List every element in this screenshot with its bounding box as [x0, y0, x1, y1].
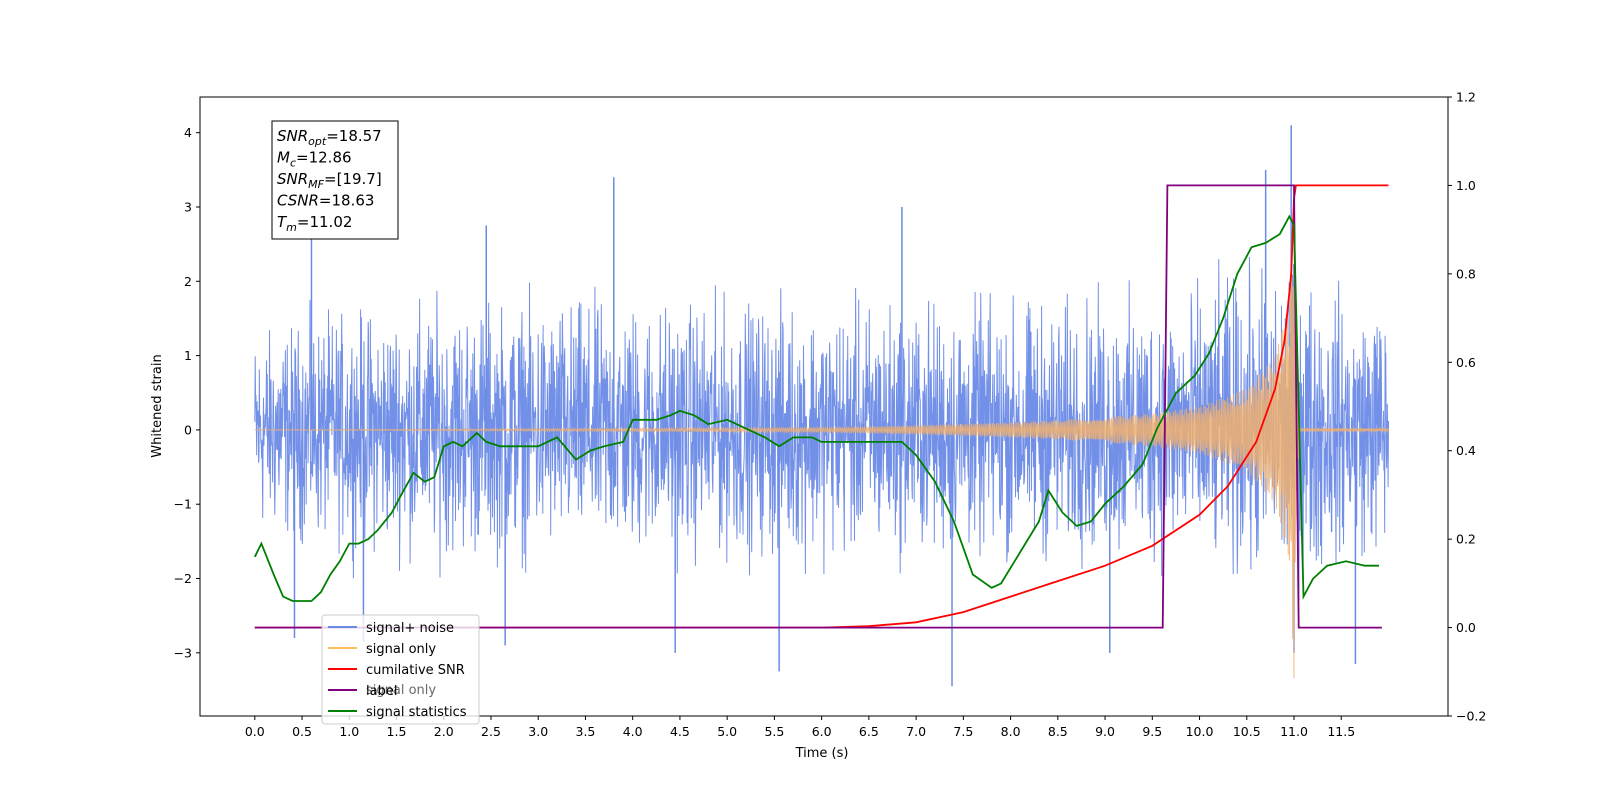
- y-axis-left: −3 −2 −1 0 1 2 3 4: [174, 125, 200, 660]
- x-tick-label: 3.5: [576, 724, 596, 739]
- x-tick-label: 11.0: [1280, 724, 1308, 739]
- y-tick-label: 3: [184, 199, 192, 214]
- x-tick-label: 4.5: [670, 724, 690, 739]
- y-tick-label: −3: [174, 645, 192, 660]
- annotation-frame: [271, 120, 399, 240]
- legend-entry: signal statistics: [366, 705, 467, 720]
- annotation-line: SNRMF=[19.7]: [277, 170, 382, 191]
- x-tick-label: 3.0: [528, 724, 548, 739]
- x-tick-label: 10.5: [1233, 724, 1261, 739]
- series-label: [254, 184, 1382, 629]
- y2-tick-label: 0.6: [1456, 355, 1476, 370]
- y-tick-label: −1: [174, 497, 192, 512]
- y2-tick-label: 0.2: [1456, 532, 1476, 547]
- annotation-box: SNRopt=18.57Mc=12.86SNRMF=[19.7]CSNR=18.…: [271, 120, 399, 240]
- x-axis-label: Time (s): [795, 746, 849, 761]
- y2-tick-label: 1.0: [1456, 178, 1476, 193]
- x-tick-label: 5.5: [764, 724, 784, 739]
- y-axis-right: −0.2 0.0 0.2 0.4 0.6 0.8 1.0 1.2: [1448, 90, 1486, 724]
- x-tick-label: 9.0: [1095, 724, 1115, 739]
- y-tick-label: 4: [184, 125, 192, 140]
- x-tick-label: 10.0: [1186, 724, 1214, 739]
- legend-entry: signal+ noise: [366, 621, 454, 636]
- legend-frame: [321, 614, 480, 725]
- series-signal-statistics: [253, 214, 1379, 602]
- x-tick-label: 6.0: [812, 724, 832, 739]
- legend-entry: label: [366, 684, 397, 699]
- annotation-line: SNRopt=18.57: [277, 127, 382, 148]
- x-tick-label: 1.5: [387, 724, 407, 739]
- x-tick-label: 0.5: [292, 724, 312, 739]
- y2-tick-label: −0.2: [1456, 709, 1486, 724]
- x-tick-label: 9.5: [1142, 724, 1162, 739]
- y2-tick-label: 0.4: [1456, 443, 1476, 458]
- legend-hidden-text: signal only: [366, 683, 436, 698]
- plot-series: [253, 125, 1389, 687]
- legend-entry: cumilative SNR: [366, 663, 465, 678]
- legend: signal only signal+ noise signal only cumil…: [321, 614, 480, 725]
- y-axis-label: Whitened strain: [150, 354, 165, 457]
- x-tick-label: 4.0: [623, 724, 643, 739]
- x-tick-label: 0.0: [245, 724, 265, 739]
- y-tick-label: 0: [184, 422, 192, 437]
- y-tick-label: 1: [184, 348, 192, 363]
- annotation-line: Mc=12.86: [277, 149, 352, 170]
- y-tick-label: 2: [184, 274, 192, 289]
- x-tick-label: 1.0: [339, 724, 359, 739]
- annotation-line: Tm=11.02: [277, 213, 352, 234]
- plot-frame: [199, 96, 1449, 717]
- x-tick-label: 8.0: [1001, 724, 1021, 739]
- x-axis: 0.0 0.5 1.0 1.5 2.0 2.5 3.0 3.5 4.0 4.5 5.0 5.5 6.0 6…: [245, 716, 1355, 739]
- annotation-line: CSNR=18.63: [277, 192, 374, 210]
- x-tick-label: 6.5: [859, 724, 879, 739]
- x-tick-label: 5.0: [717, 724, 737, 739]
- legend-entry: signal only: [366, 642, 436, 657]
- x-tick-label: 2.5: [481, 724, 501, 739]
- series-signal-noise: [254, 256, 1389, 601]
- x-tick-label: 8.5: [1048, 724, 1068, 739]
- x-tick-label: 7.5: [953, 724, 973, 739]
- x-tick-label: 7.0: [906, 724, 926, 739]
- x-tick-label: 11.5: [1327, 724, 1355, 739]
- series-signal-only: [254, 227, 1389, 679]
- y-tick-label: −2: [174, 571, 192, 586]
- y2-tick-label: 0.8: [1456, 266, 1476, 281]
- y2-tick-label: 1.2: [1456, 90, 1476, 105]
- x-tick-label: 2.0: [434, 724, 454, 739]
- y2-tick-label: 0.0: [1456, 620, 1476, 635]
